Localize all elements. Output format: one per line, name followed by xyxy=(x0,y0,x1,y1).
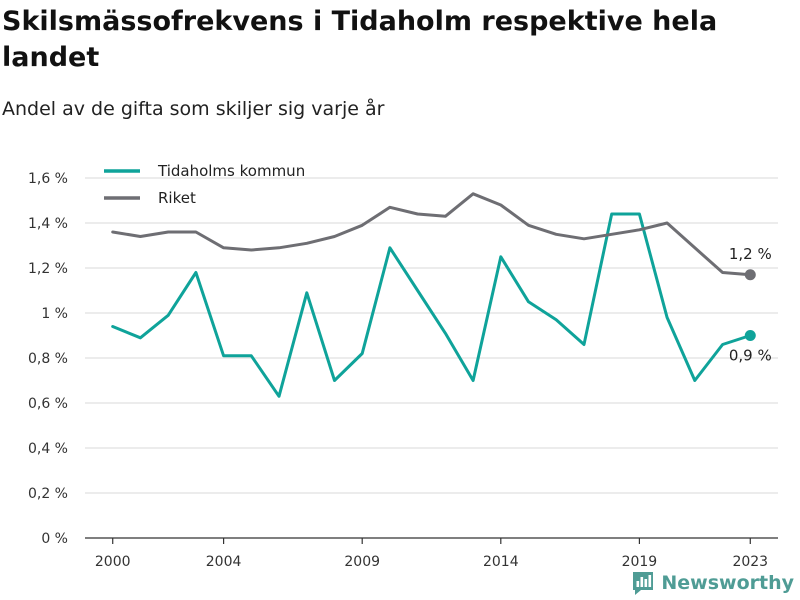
x-axis: 2000 2004 2009 2014 2019 2023 xyxy=(85,537,778,570)
y-tick-label: 0,8 % xyxy=(28,351,68,367)
y-tick-label: 0 % xyxy=(41,531,68,547)
y-tick-label: 0,6 % xyxy=(28,396,68,412)
series-line-1 xyxy=(111,192,752,277)
series-end-label: 1,2 % xyxy=(729,245,772,263)
legend-label: Riket xyxy=(158,189,196,207)
y-tick-label: 1 % xyxy=(41,306,68,322)
series-end-point xyxy=(744,330,756,341)
x-tick-label: 2000 xyxy=(95,554,131,570)
x-tick-label: 2009 xyxy=(344,554,380,570)
y-tick-label: 0,4 % xyxy=(28,441,68,457)
brand-name: Newsworthy xyxy=(661,572,794,594)
series-end-point xyxy=(744,269,756,281)
bar-chart-speech-bubble-icon xyxy=(633,572,654,595)
y-tick-label: 1,2 % xyxy=(28,261,68,277)
series-line-0 xyxy=(111,212,752,398)
series-lines: 0,9 % 1,2 % xyxy=(111,192,772,398)
chart-subtitle: Andel av de gifta som skiljer sig varje … xyxy=(2,98,385,120)
x-tick-label: 2023 xyxy=(732,554,768,570)
series-end-label: 0,9 % xyxy=(729,347,772,365)
x-tick-label: 2014 xyxy=(483,554,519,570)
y-tick-label: 0,2 % xyxy=(28,486,68,502)
y-tick-label: 1,4 % xyxy=(28,216,68,232)
y-tick-label: 1,6 % xyxy=(28,171,68,187)
x-tick-label: 2019 xyxy=(622,554,658,570)
y-axis-ticks: 0 % 0,2 % 0,4 % 0,6 % 0,8 % 1 % 1,2 % 1,4 % 1,6 … xyxy=(28,171,68,547)
grid-lines xyxy=(85,177,778,494)
brand-logo: Newsworthy xyxy=(631,570,794,596)
legend-label: Tidaholms kommun xyxy=(157,162,305,180)
legend: Tidaholms kommun Riket xyxy=(104,162,305,207)
x-tick-label: 2004 xyxy=(206,554,242,570)
chart-title: Skilsmässofrekvens i Tidaholm respektive… xyxy=(2,6,718,73)
